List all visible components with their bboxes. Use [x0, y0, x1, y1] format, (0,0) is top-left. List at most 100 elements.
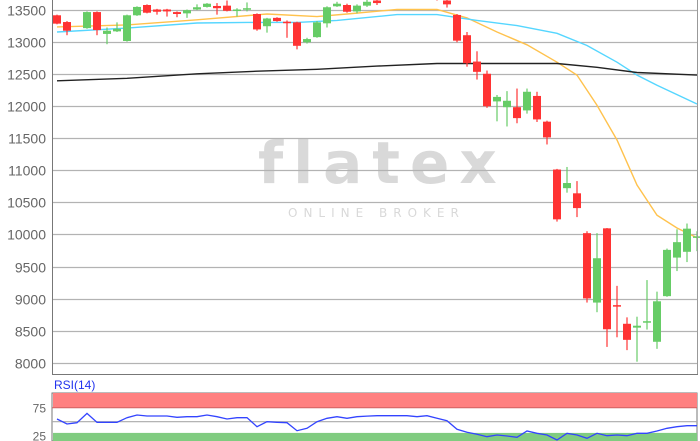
candle [123, 14, 131, 42]
candle-body [283, 21, 291, 24]
candle-body [373, 0, 381, 4]
y-tick-label: 8500 [15, 324, 46, 340]
candle-body [593, 258, 601, 303]
candle [223, 0, 231, 12]
y-tick-label: 12500 [7, 67, 46, 83]
candle [453, 13, 461, 43]
candle [53, 14, 61, 25]
candle [623, 317, 631, 351]
candle [503, 91, 511, 127]
candle-body [443, 0, 451, 5]
candle-body [203, 3, 211, 7]
candle [533, 91, 541, 122]
candle [113, 22, 121, 32]
rsi-tick-label: 25 [33, 430, 47, 441]
candle [283, 20, 291, 38]
candle-body [523, 91, 531, 111]
candle [613, 285, 621, 338]
y-tick-label: 12000 [7, 99, 46, 115]
candle [633, 316, 641, 362]
candle [543, 120, 551, 145]
candle [673, 229, 681, 272]
rsi-tick-label: 75 [33, 402, 47, 416]
candle [313, 21, 321, 38]
candle [173, 11, 181, 18]
candle-body [483, 73, 491, 107]
candle-body [543, 121, 551, 138]
candle-body [573, 193, 581, 209]
candle-body [333, 3, 341, 7]
candle [263, 17, 271, 33]
candle-body [343, 5, 351, 12]
candle [153, 8, 161, 15]
candle-body [273, 17, 281, 22]
candle [643, 280, 651, 330]
candle-body [253, 13, 261, 30]
candle-body [63, 22, 71, 31]
y-tick-label: 9500 [15, 260, 46, 276]
candle-body [173, 12, 181, 14]
candle-body [133, 6, 141, 16]
candle-body [223, 5, 231, 11]
rsi-oversold-zone [53, 432, 697, 441]
candle-body [293, 22, 301, 46]
candle-body [163, 9, 171, 12]
candle-body [643, 321, 651, 323]
candle [683, 223, 691, 263]
rsi-overbought-zone [53, 393, 697, 408]
candle [143, 4, 151, 14]
candle [353, 4, 361, 14]
candle-body [353, 5, 361, 12]
candle [233, 8, 241, 17]
candle-body [213, 5, 221, 9]
candle [653, 291, 661, 349]
candle [593, 233, 601, 313]
candle-body [633, 325, 641, 328]
y-tick-label: 10500 [7, 195, 46, 211]
candle [253, 13, 261, 31]
candle [493, 94, 501, 122]
candle-body [583, 233, 591, 299]
candle-body [673, 242, 681, 258]
candle-body [323, 7, 331, 24]
candle [363, 0, 371, 7]
candle-body [243, 8, 251, 10]
candle [483, 70, 491, 108]
candle [63, 21, 71, 36]
candle-body [263, 18, 271, 27]
candle-body [603, 228, 611, 330]
candle-body [193, 7, 201, 10]
candle [193, 4, 201, 11]
candle [133, 6, 141, 16]
candle [203, 3, 211, 8]
candle [243, 2, 251, 12]
flatex-watermark-logo: flatex ONLINE BROKER [258, 129, 507, 220]
candle [93, 11, 101, 36]
candle-body [363, 1, 371, 6]
candle-body [143, 5, 151, 13]
candle-body [113, 28, 121, 32]
candle [583, 231, 591, 303]
watermark-dot [475, 158, 485, 168]
candle-body [153, 9, 161, 12]
candle-body [533, 95, 541, 120]
candle [513, 88, 521, 124]
watermark-logo-text: flatex [258, 129, 507, 197]
candle [213, 3, 221, 15]
rsi-title: RSI(14) [54, 378, 95, 392]
candle-body [303, 39, 311, 43]
y-tick-label: 9000 [15, 292, 46, 308]
candle-body [493, 96, 501, 102]
candle [663, 248, 671, 297]
candle [373, 0, 381, 6]
candle-body [653, 301, 661, 342]
candle [553, 168, 561, 222]
candle [473, 51, 481, 80]
candle [523, 88, 531, 114]
candle [323, 6, 331, 28]
rsi-line [56, 412, 697, 441]
candle-body [693, 236, 700, 238]
candle-body [103, 30, 111, 34]
candle-body [613, 305, 621, 307]
